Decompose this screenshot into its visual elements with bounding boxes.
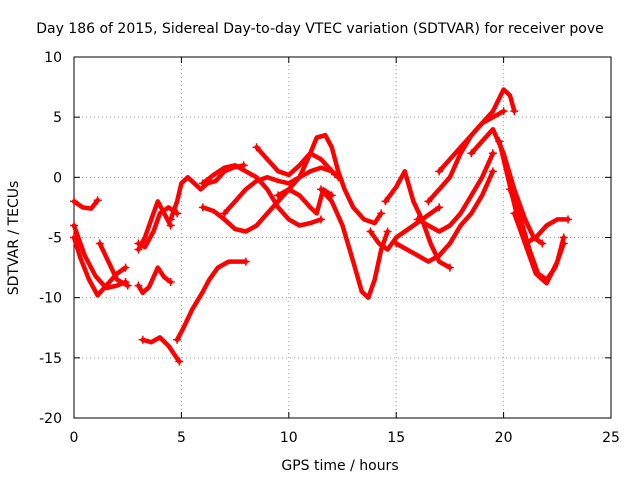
data-point-marker	[383, 227, 392, 236]
data-point-marker	[173, 335, 182, 344]
data-point-marker	[93, 196, 102, 205]
data-point-marker	[241, 257, 250, 266]
series-arc-15	[275, 132, 384, 226]
data-point-marker	[166, 278, 175, 287]
data-point-marker	[198, 179, 207, 188]
data-point-marker	[510, 107, 519, 116]
data-series-group	[70, 87, 573, 366]
x-tick-label: 0	[70, 430, 79, 446]
y-tick-label: -10	[39, 291, 62, 307]
data-point-marker	[467, 149, 476, 158]
x-tick-label: 15	[387, 430, 405, 446]
data-point-marker	[70, 221, 78, 230]
series-arc-6	[136, 205, 180, 250]
data-point-marker	[381, 197, 390, 206]
series-arc-1	[71, 197, 100, 211]
data-point-marker	[327, 167, 336, 176]
data-point-marker	[499, 107, 508, 116]
data-point-marker	[510, 209, 519, 218]
data-point-marker	[134, 281, 143, 290]
y-tick-label: -5	[48, 231, 62, 247]
data-point-marker	[366, 227, 375, 236]
data-point-marker	[424, 197, 433, 206]
data-point-marker	[274, 191, 283, 200]
y-tick-label: 5	[53, 110, 62, 126]
data-point-marker	[123, 281, 132, 290]
x-tick-label: 10	[280, 430, 298, 446]
y-axis-label: SDTVAR / TECUs	[6, 181, 22, 296]
series-arc-26	[512, 211, 566, 286]
x-tick-label: 20	[495, 430, 513, 446]
data-point-marker	[252, 143, 261, 152]
data-point-marker	[559, 233, 568, 242]
data-point-marker	[538, 239, 547, 248]
series-arc-11	[200, 163, 324, 228]
series-arc-9	[168, 163, 246, 222]
data-point-marker	[121, 263, 130, 272]
data-point-marker	[435, 167, 444, 176]
series-arc-7	[136, 199, 173, 252]
y-tick-label: 10	[44, 50, 62, 66]
x-axis-label: GPS time / hours	[281, 458, 398, 474]
data-point-marker	[435, 203, 444, 212]
data-point-marker	[95, 239, 104, 248]
x-tick-label: 5	[177, 430, 186, 446]
series-arc-5	[136, 265, 173, 296]
data-point-marker	[413, 215, 422, 224]
series-arc-22	[436, 87, 517, 174]
series-arc-4	[97, 241, 130, 288]
data-point-marker	[138, 335, 147, 344]
series-arc-17	[368, 205, 442, 252]
data-point-marker	[175, 357, 184, 366]
axis-ticks: 0 5 10 15 20 25 -20 -15 -10 -5 0 5 10	[39, 50, 620, 446]
data-point-marker	[445, 263, 454, 272]
data-point-marker	[488, 149, 497, 158]
series-arc-12	[200, 187, 335, 234]
data-point-marker	[564, 215, 573, 224]
y-tick-label: -20	[39, 411, 62, 427]
y-tick-label: -15	[39, 351, 62, 367]
data-point-marker	[198, 203, 207, 212]
data-point-marker	[377, 209, 386, 218]
data-point-marker	[392, 239, 401, 248]
data-point-marker	[70, 233, 78, 242]
series-arc-10	[174, 259, 249, 343]
y-tick-label: 0	[53, 170, 62, 186]
series-arc-20	[415, 151, 496, 234]
series-arc-24	[497, 138, 571, 246]
data-point-marker	[70, 197, 78, 206]
data-point-marker	[495, 137, 504, 146]
data-point-marker	[134, 245, 143, 254]
series-arc-2	[71, 223, 128, 291]
chart-title: Day 186 of 2015, Sidereal Day-to-day VTE…	[36, 21, 604, 37]
data-point-marker	[317, 215, 326, 224]
x-tick-label: 25	[602, 430, 620, 446]
series-arc-23	[469, 126, 545, 246]
series-arc-8	[140, 335, 182, 364]
series-arc-14	[254, 145, 335, 178]
data-point-marker	[220, 209, 229, 218]
data-point-marker	[166, 215, 175, 224]
data-point-marker	[506, 185, 515, 194]
series-arc-3	[71, 235, 128, 298]
series-arc-13	[222, 165, 341, 216]
data-point-marker	[317, 185, 326, 194]
series-arc-19	[393, 169, 496, 264]
series-arc-16	[318, 187, 390, 300]
data-point-marker	[488, 167, 497, 176]
